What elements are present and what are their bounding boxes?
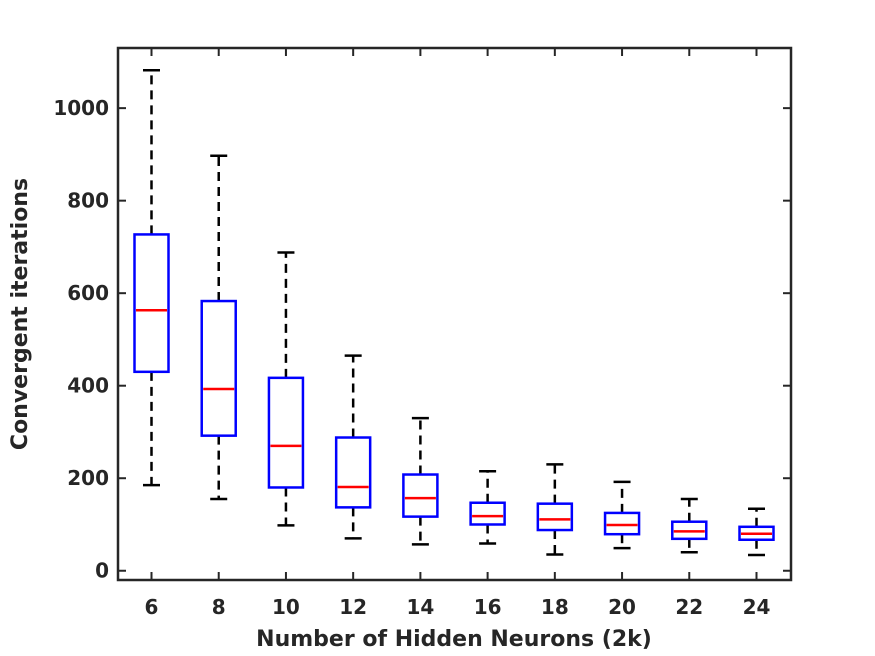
axes-frame	[116, 46, 793, 582]
y-tick-label: 600	[67, 281, 109, 305]
x-tick-label: 18	[541, 595, 569, 619]
x-tick-label: 20	[608, 595, 636, 619]
x-tick-label: 8	[212, 595, 226, 619]
y-tick-label: 200	[67, 466, 109, 490]
iqr-box	[603, 511, 641, 536]
box-16	[469, 470, 506, 545]
x-tick-label: 10	[272, 595, 300, 619]
box-24	[738, 507, 775, 557]
box-20	[603, 480, 641, 550]
iqr-box	[200, 299, 237, 437]
y-tick-label: 400	[67, 374, 109, 398]
box-14	[402, 416, 439, 546]
iqr-box	[334, 436, 372, 509]
iqr-box	[267, 376, 305, 489]
x-tick-label: 12	[339, 595, 367, 619]
y-axis-label: Convergent iterations	[8, 178, 33, 450]
y-tick-label: 800	[67, 189, 109, 213]
boxes-layer	[133, 68, 775, 557]
box-18	[536, 463, 574, 556]
x-tick-label: 14	[406, 595, 434, 619]
iqr-box	[402, 473, 439, 518]
x-tick-label: 22	[675, 595, 703, 619]
iqr-box	[536, 502, 574, 532]
x-axis-label: Number of Hidden Neurons (2k)	[256, 627, 652, 652]
x-tick-label: 24	[743, 595, 771, 619]
box-10	[267, 251, 305, 527]
iqr-box	[469, 501, 506, 526]
box-6	[133, 68, 170, 487]
y-tick-label: 1000	[53, 96, 109, 120]
box-12	[334, 354, 372, 540]
box-22	[671, 497, 708, 554]
x-tick-label: 6	[145, 595, 159, 619]
axes-layer: 0 200 400 600 800 1000 6 8 10 12 14 16 18 20 22 24	[53, 46, 793, 619]
iqr-box	[133, 233, 170, 374]
y-tick-label: 0	[95, 559, 109, 583]
box-8	[200, 154, 237, 501]
x-tick-label: 16	[474, 595, 502, 619]
